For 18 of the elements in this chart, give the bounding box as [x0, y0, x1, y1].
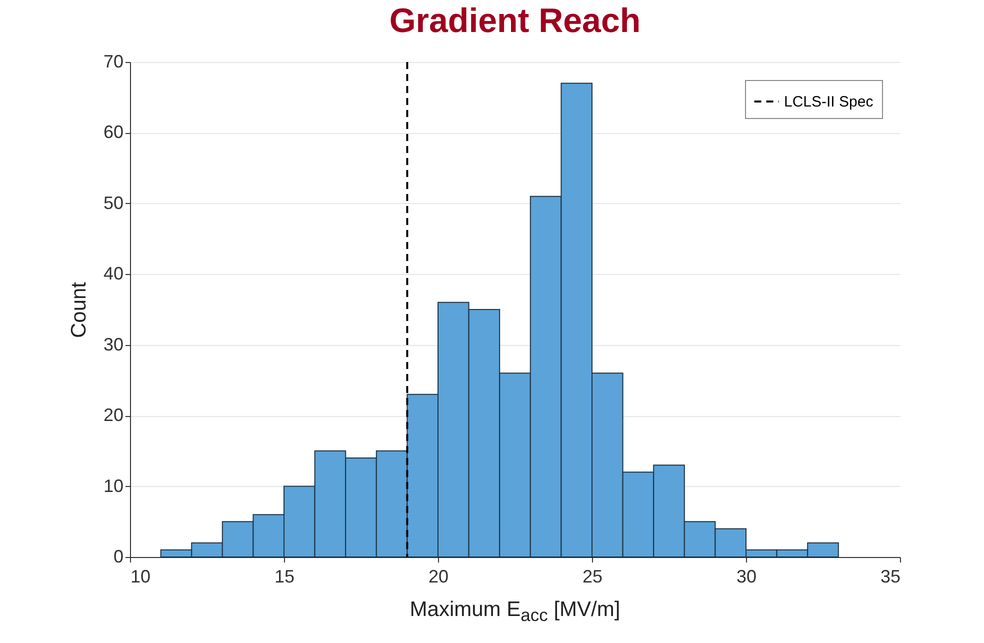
y-tick-label: 0	[113, 546, 124, 566]
x-axis-title: Maximum E$_{acc}$ [MV/m]	[408, 598, 622, 626]
x-tick-label: 10	[130, 566, 151, 586]
ref-line-label: LCLS-II Spec	[784, 94, 874, 110]
x-tick-label: 25	[582, 566, 603, 586]
x-tick-label: 30	[736, 566, 757, 586]
x-tick-label: 15	[274, 566, 295, 586]
x-tick-label: 20	[428, 566, 449, 586]
x-tick-label: 35	[880, 566, 900, 586]
y-tick-label: 20	[103, 405, 124, 426]
y-tick-label: 50	[103, 192, 124, 213]
y-tick-label: 30	[103, 334, 124, 354]
chart-title: Gradient Reach	[389, 2, 641, 40]
y-tick-label: 10	[103, 476, 124, 496]
y-tick-label: 40	[103, 264, 124, 284]
y-tick-label: 70	[103, 52, 124, 72]
y-tick-label: 60	[103, 122, 124, 142]
y-axis-title: Count	[67, 282, 90, 338]
